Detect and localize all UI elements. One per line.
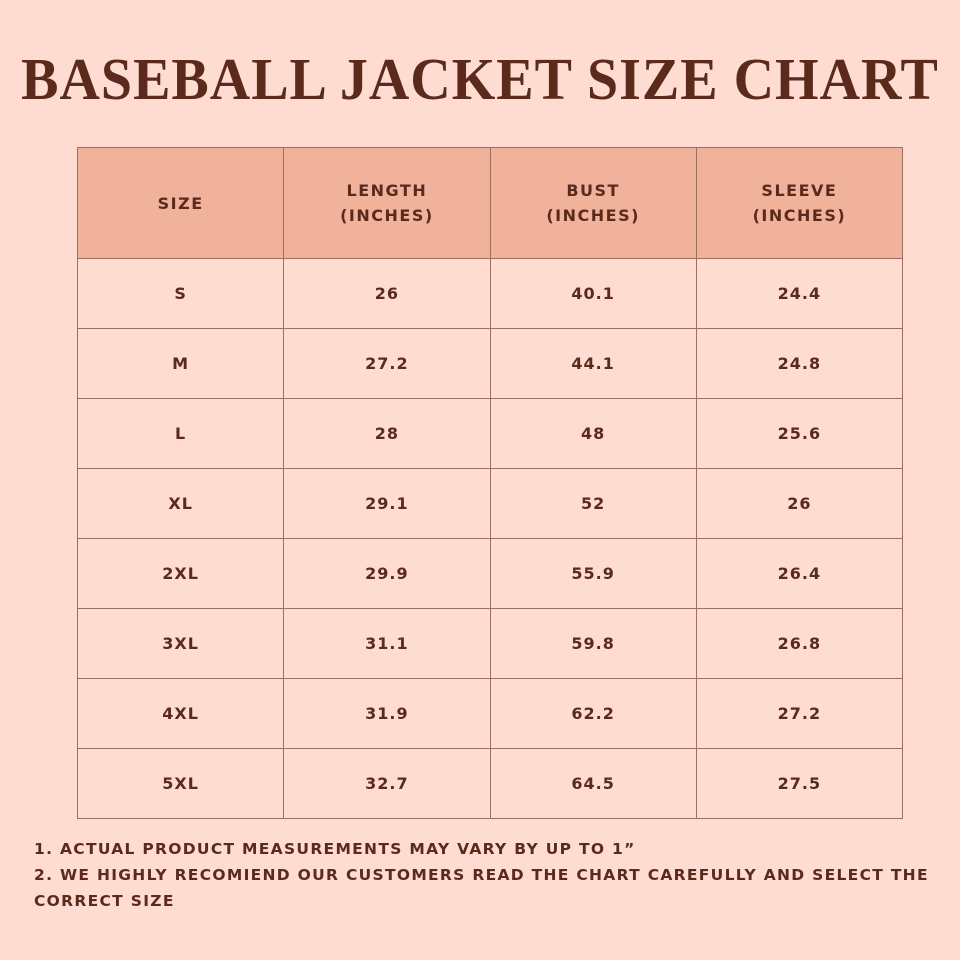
cell-sleeve: 26.4 xyxy=(695,538,904,609)
cell-length: 29.9 xyxy=(283,538,491,609)
cell-sleeve: 27.2 xyxy=(695,678,904,749)
header-sleeve: SLEEVE (INCHES) xyxy=(695,147,904,259)
cell-bust: 62.2 xyxy=(489,678,697,749)
note-2: 2. WE HIGHLY RECOMIEND OUR CUSTOMERS REA… xyxy=(34,866,929,910)
header-bust: BUST (INCHES) xyxy=(489,147,697,259)
cell-size: M xyxy=(76,328,285,399)
cell-length: 31.1 xyxy=(283,608,491,679)
cell-bust: 55.9 xyxy=(489,538,697,609)
header-unit: (INCHES) xyxy=(752,206,847,225)
notes: 1. ACTUAL PRODUCT MEASUREMENTS MAY VARY … xyxy=(34,836,934,914)
page-title: BASEBALL JACKET SIZE CHART xyxy=(21,47,939,113)
header-label: SIZE xyxy=(157,193,204,213)
cell-bust: 44.1 xyxy=(489,328,697,399)
table-row: L 28 48 25.6 xyxy=(76,398,904,469)
cell-size: 4XL xyxy=(76,678,285,749)
header-label: SLEEVE xyxy=(761,181,838,200)
cell-length: 31.9 xyxy=(283,678,491,749)
table-header-row: SIZE LENGTH (INCHES) BUST (INCHES) SLEEVE (… xyxy=(76,147,904,259)
table-row: 2XL 29.9 55.9 26.4 xyxy=(76,538,904,609)
cell-sleeve: 24.4 xyxy=(695,258,904,329)
cell-length: 29.1 xyxy=(283,468,491,539)
cell-sleeve: 24.8 xyxy=(695,328,904,399)
cell-length: 26 xyxy=(283,258,491,329)
cell-bust: 52 xyxy=(489,468,697,539)
header-unit: (INCHES) xyxy=(340,206,434,225)
cell-bust: 40.1 xyxy=(489,258,697,329)
table-row: 4XL 31.9 62.2 27.2 xyxy=(76,678,904,749)
cell-bust: 64.5 xyxy=(489,748,697,819)
header-length: LENGTH (INCHES) xyxy=(283,147,491,259)
cell-sleeve: 25.6 xyxy=(695,398,904,469)
table-row: 5XL 32.7 64.5 27.5 xyxy=(76,748,904,819)
cell-size: L xyxy=(76,398,285,469)
cell-bust: 59.8 xyxy=(489,608,697,679)
cell-length: 32.7 xyxy=(283,748,491,819)
size-chart-table: SIZE LENGTH (INCHES) BUST (INCHES) SLEEVE (… xyxy=(76,147,904,819)
cell-bust: 48 xyxy=(489,398,697,469)
table-row: S 26 40.1 24.4 xyxy=(76,258,904,329)
cell-sleeve: 26 xyxy=(695,468,904,539)
header-unit: (INCHES) xyxy=(546,206,640,225)
cell-size: 5XL xyxy=(76,748,285,819)
cell-size: XL xyxy=(76,468,285,539)
header-label: BUST xyxy=(566,181,620,200)
cell-size: S xyxy=(76,258,285,329)
cell-size: 3XL xyxy=(76,608,285,679)
table-row: 3XL 31.1 59.8 26.8 xyxy=(76,608,904,679)
cell-sleeve: 26.8 xyxy=(695,608,904,679)
cell-size: 2XL xyxy=(76,538,285,609)
header-size: SIZE xyxy=(76,147,285,259)
note-1: 1. ACTUAL PRODUCT MEASUREMENTS MAY VARY … xyxy=(34,840,636,858)
table-row: M 27.2 44.1 24.8 xyxy=(76,328,904,399)
cell-sleeve: 27.5 xyxy=(695,748,904,819)
cell-length: 28 xyxy=(283,398,491,469)
cell-length: 27.2 xyxy=(283,328,491,399)
table-row: XL 29.1 52 26 xyxy=(76,468,904,539)
header-label: LENGTH xyxy=(346,181,428,200)
